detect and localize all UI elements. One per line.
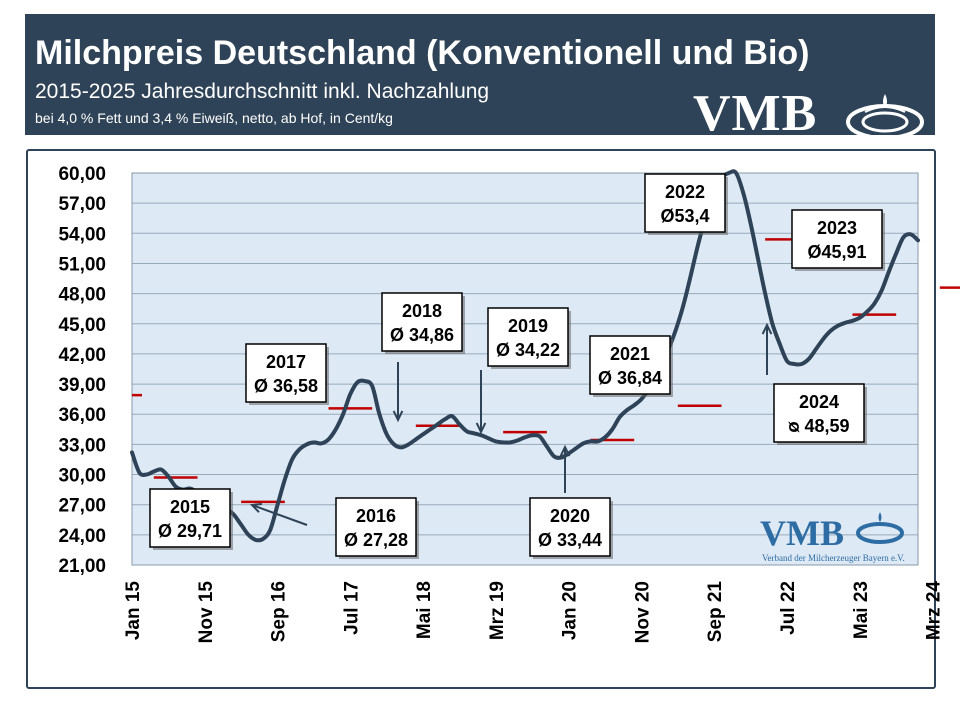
annotation-year: 2016 — [356, 506, 396, 526]
annotation-year: 2018 — [402, 301, 442, 321]
arrow-head-icon — [249, 502, 263, 513]
x-tick-label: Mai 23 — [851, 581, 872, 639]
series-line — [130, 169, 920, 543]
annotation-year: 2021 — [610, 344, 650, 364]
y-tick-label: 39,00 — [58, 375, 106, 396]
y-tick-label: 60,00 — [58, 164, 106, 185]
y-tick-label: 30,00 — [58, 466, 106, 487]
y-tick-label: 42,00 — [58, 345, 106, 366]
annotation-average: Ø53,4 — [660, 206, 709, 226]
x-tick-label: Sep 16 — [269, 581, 290, 642]
y-tick-label: 33,00 — [58, 435, 106, 456]
annotation-average: Ø 34,22 — [496, 340, 560, 360]
y-tick-label: 45,00 — [58, 315, 106, 336]
annotation-average: Ø 36,58 — [254, 376, 318, 396]
inner-logo-drop-icon — [878, 512, 882, 522]
annotation-average: ᴓ 48,59 — [788, 416, 849, 436]
arrow-head-icon — [475, 422, 487, 435]
y-tick-label: 54,00 — [58, 224, 106, 245]
annotation-year: 2024 — [799, 392, 839, 412]
annotation-box — [149, 488, 231, 548]
chart-subtitle: 2015-2025 Jahresdurchschnitt inkl. Nachz… — [35, 80, 490, 103]
x-tick-label: Mai 18 — [414, 581, 435, 639]
chart-note: bei 4,0 % Fett und 3,4 % Eiweiß, netto, … — [35, 110, 393, 126]
annotation-average: Ø 33,44 — [538, 530, 602, 550]
x-tick-label: Mrz 24 — [924, 581, 945, 641]
inner-logo-tagline: Verband der Milcherzeuger Bayern e.V. — [762, 553, 905, 563]
inner-logo-mark — [856, 522, 904, 544]
vmb-logo: VMB — [693, 85, 818, 142]
y-tick-label: 24,00 — [58, 526, 106, 547]
annotation-box — [487, 307, 569, 367]
x-tick-label: Jul 22 — [778, 581, 799, 635]
annotation-average: Ø 36,84 — [598, 368, 662, 388]
x-tick-label: Sep 21 — [705, 581, 726, 643]
x-tick-label: Jan 15 — [123, 581, 144, 641]
inner-logo-text: VMB — [760, 513, 844, 553]
annotation-box — [589, 335, 671, 395]
x-tick-label: Nov 15 — [196, 581, 217, 644]
chart-header: Milchpreis Deutschland (Konventionell un… — [25, 14, 935, 142]
annotation-year: 2019 — [508, 316, 548, 336]
annotation-box — [245, 343, 327, 403]
arrow-head-icon — [559, 444, 571, 457]
y-tick-label: 57,00 — [58, 194, 106, 215]
annotation-year: 2023 — [817, 218, 857, 238]
y-tick-label: 51,00 — [58, 254, 106, 275]
x-tick-label: Nov 20 — [632, 581, 653, 643]
y-tick-label: 36,00 — [58, 405, 106, 426]
annotation-box — [335, 497, 417, 557]
x-tick-label: Jan 20 — [560, 581, 581, 640]
annotation-year: 2022 — [665, 182, 705, 202]
y-tick-label: 27,00 — [58, 496, 106, 517]
annotation-box — [381, 292, 463, 352]
x-tick-label: Jul 17 — [341, 581, 362, 635]
annotation-box — [529, 497, 611, 557]
annotation-box — [773, 383, 865, 443]
annotation-average: Ø45,91 — [807, 242, 866, 262]
y-tick-label: 21,00 — [58, 556, 106, 577]
annotation-box — [791, 209, 883, 269]
annotation-arrow — [251, 504, 308, 526]
x-tick-label: Mrz 19 — [487, 581, 508, 640]
annotation-year: 2020 — [550, 506, 590, 526]
annotation-average: Ø 27,28 — [344, 530, 408, 550]
annotation-average: Ø 29,71 — [158, 521, 222, 541]
plot-border — [131, 172, 919, 566]
milk-drop-icon — [846, 94, 924, 140]
y-tick-label: 48,00 — [58, 285, 106, 306]
annotation-box — [644, 173, 726, 233]
chart-title: Milchpreis Deutschland (Konventionell un… — [35, 34, 810, 72]
arrow-head-icon — [761, 322, 773, 335]
annotation-year: 2015 — [170, 497, 210, 517]
annotation-average: Ø 34,86 — [390, 325, 454, 345]
annotation-year: 2017 — [266, 352, 306, 372]
arrow-head-icon — [392, 410, 404, 423]
